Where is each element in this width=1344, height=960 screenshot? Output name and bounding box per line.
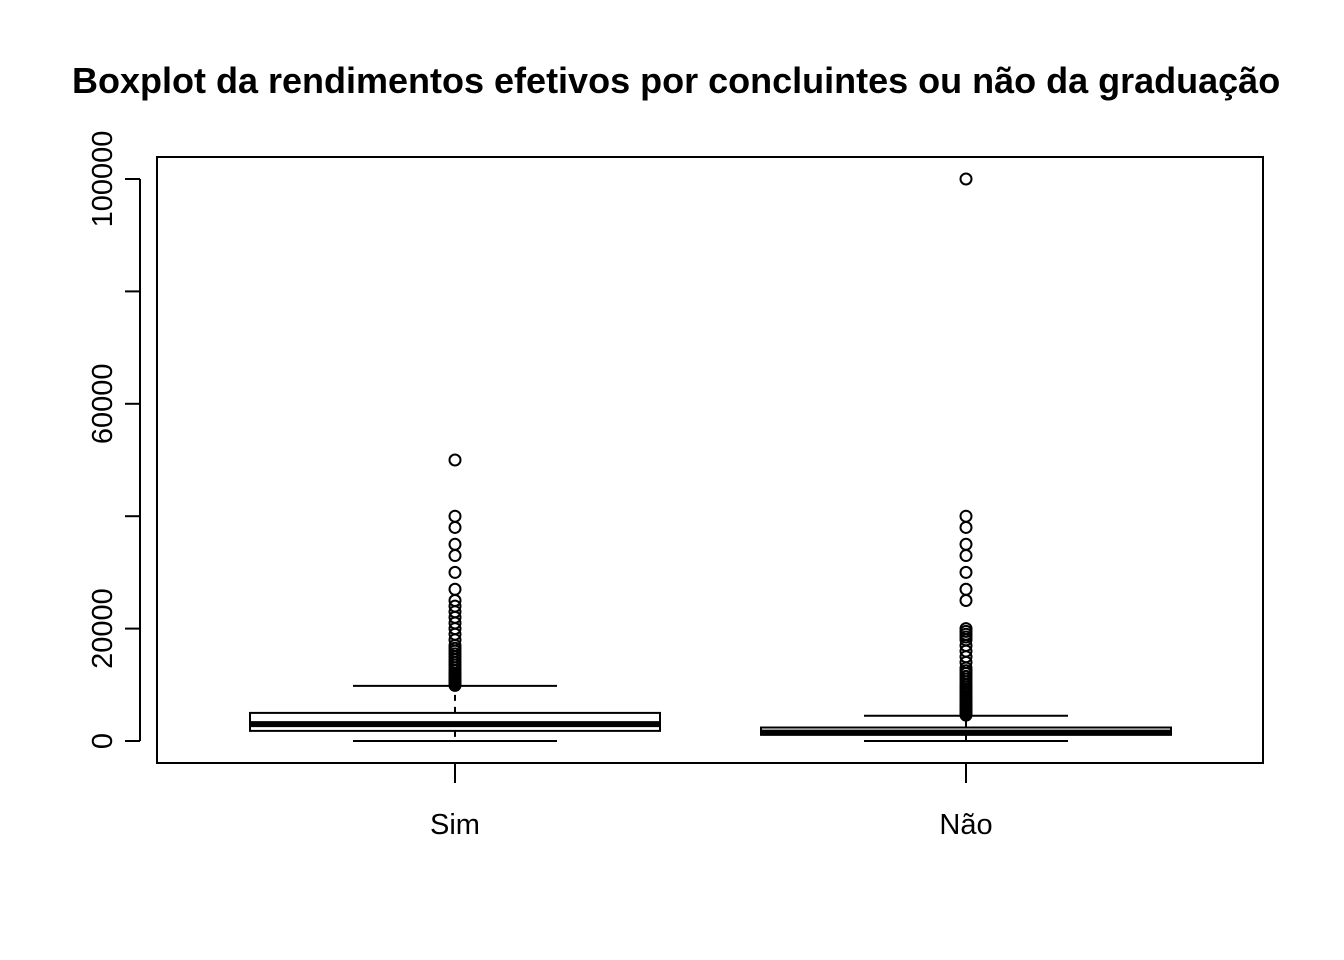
outlier-point xyxy=(448,520,462,534)
outlier-point xyxy=(448,537,462,551)
outlier-point xyxy=(959,549,973,563)
y-tick-label: 60000 xyxy=(87,363,119,444)
outlier-point xyxy=(448,599,462,613)
outlier-point xyxy=(959,172,973,186)
outlier-point xyxy=(959,520,973,534)
box-sim xyxy=(249,453,661,742)
outlier-point xyxy=(448,453,462,467)
outlier-point xyxy=(959,622,973,636)
x-tick-label: Sim xyxy=(430,809,480,841)
outlier-point xyxy=(959,565,973,579)
outlier-point xyxy=(959,509,973,523)
y-tick-label: 0 xyxy=(87,733,119,749)
outlier-point xyxy=(959,594,973,607)
box-group xyxy=(249,172,1172,742)
x-axis: Sim Não xyxy=(430,763,993,841)
outlier-point xyxy=(959,537,973,551)
box-nao xyxy=(760,172,1172,742)
outlier-point xyxy=(959,582,973,596)
chart-title: Boxplot da rendimentos efetivos por conc… xyxy=(72,60,1280,101)
outlier-point xyxy=(448,565,462,579)
outlier-point xyxy=(448,549,462,563)
y-tick-label: 100000 xyxy=(87,131,119,228)
y-tick-label: 20000 xyxy=(87,588,119,669)
outlier-point xyxy=(448,509,462,523)
y-axis: 0 20000 60000 100000 xyxy=(87,131,141,749)
outlier-point xyxy=(448,582,462,596)
x-tick-label: Não xyxy=(939,809,992,841)
plot-frame xyxy=(156,156,1264,764)
